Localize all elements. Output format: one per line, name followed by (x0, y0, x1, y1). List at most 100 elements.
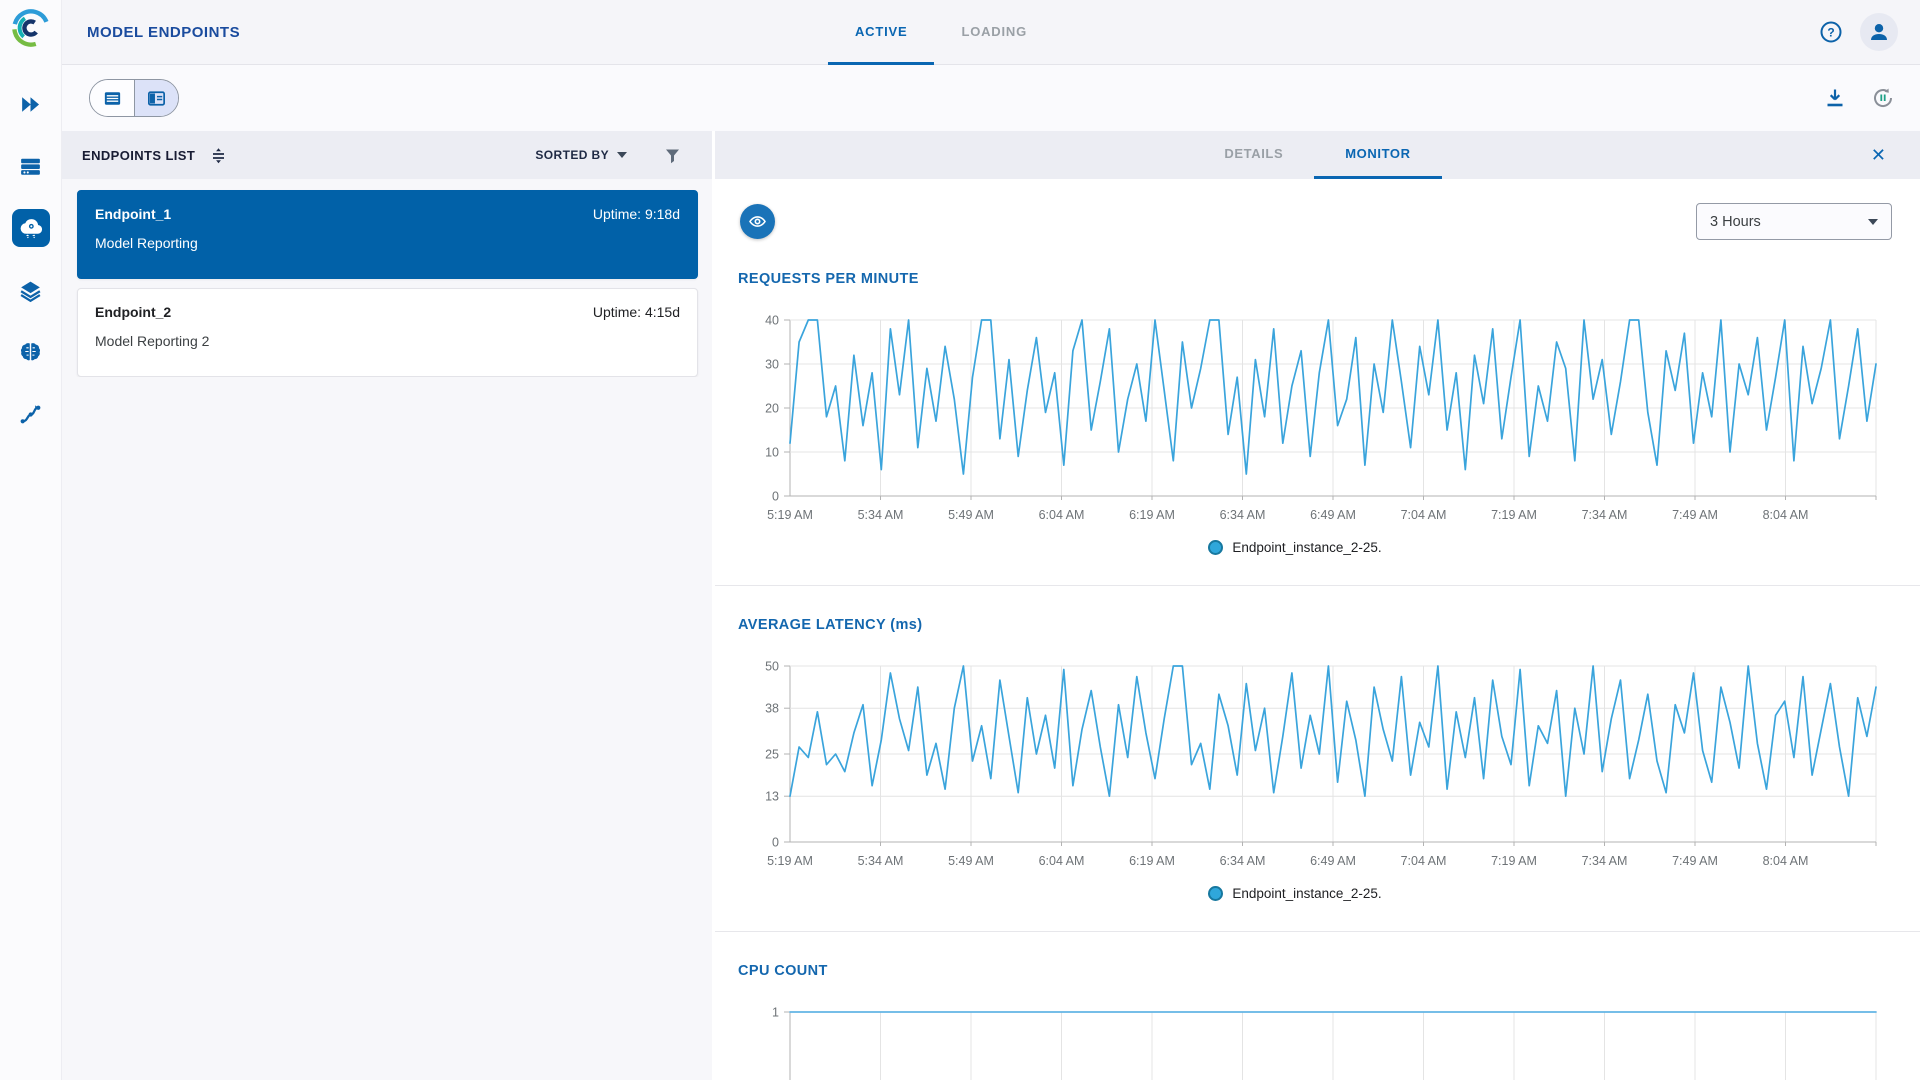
funnel-icon (666, 149, 679, 163)
content-split: ENDPOINTS LIST SORTED BY (62, 131, 1920, 1080)
svg-text:5:34 AM: 5:34 AM (858, 854, 904, 868)
topbar-right: ? (1818, 13, 1898, 51)
svg-text:7:04 AM: 7:04 AM (1401, 854, 1447, 868)
legend-dot-icon (1208, 540, 1224, 555)
chart-title: CPU COUNT (738, 963, 828, 979)
sidebar-item-ml-studio[interactable] (12, 333, 50, 371)
svg-text:13: 13 (765, 790, 779, 804)
person-icon (1871, 24, 1887, 40)
main-column: MODEL ENDPOINTS ACTIVE LOADING ? (62, 0, 1920, 1080)
sorted-by-dropdown[interactable]: SORTED BY (535, 148, 627, 162)
tab-details[interactable]: DETAILS (1224, 146, 1284, 161)
monitor-toolbar: 3 Hours (715, 179, 1920, 240)
sidebar-item-data-layers[interactable] (12, 271, 50, 309)
endpoint-uptime: Uptime: 4:15d (592, 304, 680, 320)
svg-text:7:49 AM: 7:49 AM (1672, 854, 1718, 868)
close-panel-button[interactable]: ✕ (1870, 145, 1886, 165)
chart-legend: Endpoint_instance_2-25. (715, 886, 1875, 901)
svg-text:20: 20 (765, 402, 779, 416)
double-chevron-right-icon (22, 96, 40, 112)
svg-text:38: 38 (765, 702, 779, 716)
svg-text:8:04 AM: 8:04 AM (1763, 854, 1809, 868)
cloudera-c-logo[interactable] (10, 7, 52, 49)
sort-adjust-icon[interactable] (209, 146, 228, 165)
svg-text:10: 10 (765, 446, 779, 460)
monitor-body: 3 Hours REQUESTS PER MINUTE 5:19 AM 5:34 … (715, 179, 1920, 1080)
side-panel-icon (148, 90, 165, 106)
svg-text:0: 0 (772, 490, 779, 504)
tab-active[interactable]: ACTIVE (827, 0, 935, 65)
endpoints-list-panel: ENDPOINTS LIST SORTED BY (62, 131, 712, 1080)
time-range-value: 3 Hours (1710, 213, 1761, 230)
chart-section-requests: REQUESTS PER MINUTE 5:19 AM 5:34 AM 5:49 A… (715, 240, 1920, 585)
time-range-dropdown[interactable]: 3 Hours (1696, 203, 1892, 240)
chart-title: REQUESTS PER MINUTE (738, 271, 919, 287)
view-mode-toggle (89, 79, 179, 117)
chart-title: AVERAGE LATENCY (ms) (738, 617, 923, 633)
filter-button[interactable] (663, 146, 682, 165)
svg-text:30: 30 (765, 358, 779, 372)
svg-text:6:49 AM: 6:49 AM (1310, 508, 1356, 522)
split-view-button[interactable] (134, 80, 178, 116)
detail-panel-header: DETAILS MONITOR ✕ (715, 131, 1920, 179)
tab-monitor[interactable]: MONITOR (1314, 131, 1442, 179)
svg-text:8:04 AM: 8:04 AM (1763, 508, 1809, 522)
server-rack-icon (21, 158, 40, 175)
tab-loading[interactable]: LOADING (961, 23, 1028, 39)
svg-text:6:34 AM: 6:34 AM (1220, 854, 1266, 868)
svg-text:5:19 AM: 5:19 AM (767, 854, 813, 868)
sidebar-item-pipelines[interactable] (12, 395, 50, 433)
user-avatar[interactable] (1860, 13, 1898, 51)
pipeline-flow-icon (20, 404, 41, 423)
svg-text:?: ? (1827, 26, 1834, 40)
svg-text:6:04 AM: 6:04 AM (1039, 508, 1085, 522)
visibility-button[interactable] (740, 204, 775, 239)
left-nav-rail (0, 0, 62, 1080)
chart-section-cpu: CPU COUNT 5:19 AM5:34 AM5:49 AM6:04 AM6:… (715, 931, 1920, 1080)
caret-down-icon (617, 152, 627, 158)
svg-text:7:49 AM: 7:49 AM (1672, 508, 1718, 522)
svg-text:6:49 AM: 6:49 AM (1310, 854, 1356, 868)
nav-items (11, 85, 50, 433)
svg-text:7:19 AM: 7:19 AM (1491, 508, 1537, 522)
average-latency-chart: 5:19 AM 5:34 AM 5:49 AM 6:04 AM 6:19 AM 6:34 … (765, 660, 1877, 868)
svg-text:6:04 AM: 6:04 AM (1039, 854, 1085, 868)
endpoint-detail-panel: DETAILS MONITOR ✕ 3 Hours (715, 131, 1920, 1080)
svg-text:5:19 AM: 5:19 AM (767, 508, 813, 522)
chart-section-latency: AVERAGE LATENCY (ms) 5:19 AM 5:34 AM 5:49 … (715, 585, 1920, 931)
svg-text:25: 25 (765, 748, 779, 762)
toolbar-right (1822, 85, 1896, 111)
svg-text:5:49 AM: 5:49 AM (948, 854, 994, 868)
sidebar-item-model-endpoints[interactable] (11, 209, 50, 247)
download-icon[interactable] (1822, 85, 1848, 111)
legend-label: Endpoint_instance_2-25. (1232, 886, 1382, 901)
sorted-by-label: SORTED BY (535, 148, 609, 162)
svg-text:6:19 AM: 6:19 AM (1129, 508, 1175, 522)
eye-icon (749, 216, 766, 227)
svg-text:0: 0 (772, 836, 779, 850)
chart-legend: Endpoint_instance_2-25. (715, 540, 1875, 555)
caret-down-icon (1868, 218, 1878, 225)
svg-text:7:19 AM: 7:19 AM (1491, 854, 1537, 868)
endpoint-card-2[interactable]: Endpoint_2 Uptime: 4:15d Model Reporting… (77, 288, 698, 377)
layers-icon (20, 281, 41, 302)
endpoint-uptime: Uptime: 9:18d (592, 206, 680, 222)
sidebar-item-workbenches[interactable] (12, 147, 50, 185)
endpoint-description: Model Reporting 2 (95, 333, 210, 349)
table-rows-icon (104, 91, 120, 105)
help-icon[interactable]: ? (1818, 19, 1844, 45)
legend-label: Endpoint_instance_2-25. (1232, 540, 1382, 555)
table-view-button[interactable] (90, 80, 134, 116)
legend-dot-icon (1208, 886, 1224, 901)
svg-text:5:34 AM: 5:34 AM (858, 508, 904, 522)
page-title: MODEL ENDPOINTS (87, 23, 241, 41)
svg-text:6:34 AM: 6:34 AM (1220, 508, 1266, 522)
svg-text:7:34 AM: 7:34 AM (1582, 854, 1628, 868)
svg-text:1: 1 (772, 1006, 779, 1020)
pause-refresh-icon[interactable] (1870, 85, 1896, 111)
expand-nav-button[interactable] (12, 85, 50, 123)
endpoint-card-1[interactable]: Endpoint_1 Uptime: 9:18d Model Reporting (77, 190, 698, 279)
brain-icon (20, 342, 41, 360)
endpoints-list-header: ENDPOINTS LIST SORTED BY (62, 131, 712, 179)
